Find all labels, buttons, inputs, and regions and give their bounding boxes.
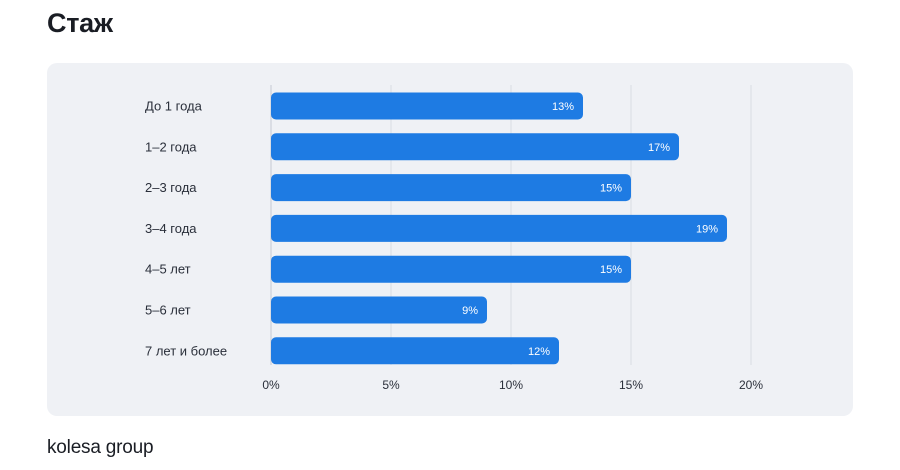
category-label: 1–2 года bbox=[145, 139, 197, 154]
bar-value-label: 9% bbox=[462, 305, 478, 317]
bar bbox=[271, 214, 727, 242]
x-tick-label: 0% bbox=[262, 378, 280, 392]
bar-value-label: 15% bbox=[600, 183, 622, 195]
bar bbox=[271, 255, 631, 283]
bar-value-label: 12% bbox=[528, 346, 550, 358]
bar-value-label: 13% bbox=[552, 101, 574, 113]
bar-value-label: 17% bbox=[648, 142, 670, 154]
bar bbox=[271, 174, 631, 202]
bar-value-label: 15% bbox=[600, 264, 622, 276]
page-title: Стаж bbox=[47, 8, 113, 38]
bar bbox=[271, 296, 487, 324]
category-label: 2–3 года bbox=[145, 180, 197, 195]
category-label: До 1 года bbox=[145, 99, 203, 114]
bar bbox=[271, 133, 679, 161]
x-tick-label: 5% bbox=[382, 378, 400, 392]
category-label: 7 лет и более bbox=[145, 343, 227, 358]
x-tick-label: 10% bbox=[499, 378, 523, 392]
chart-panel: До 1 года 13% 1–2 года 17% 2–3 года 15% 3–4 го… bbox=[47, 63, 853, 416]
bar bbox=[271, 337, 559, 365]
kolesa-group-logo: kolesa group bbox=[47, 437, 154, 458]
x-tick-label: 20% bbox=[739, 378, 763, 392]
bar-value-label: 19% bbox=[696, 223, 718, 235]
x-tick-label: 15% bbox=[619, 378, 643, 392]
category-label: 5–6 лет bbox=[145, 303, 191, 318]
category-label: 3–4 года bbox=[145, 221, 197, 236]
category-label: 4–5 лет bbox=[145, 262, 191, 277]
bar-chart: До 1 года 13% 1–2 года 17% 2–3 года 15% 3–4 го… bbox=[145, 85, 763, 392]
bar bbox=[271, 92, 583, 120]
